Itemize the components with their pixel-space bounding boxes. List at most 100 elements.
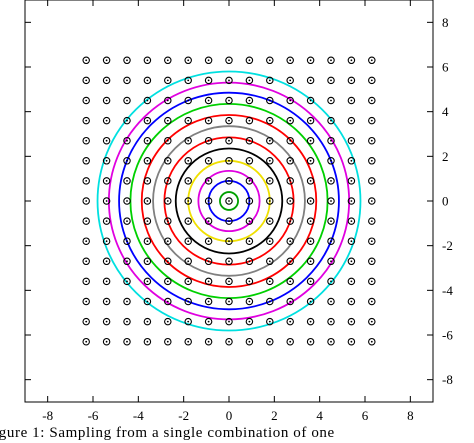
sample-point — [266, 337, 274, 346]
x-tick-labels: -8 -6 -4 -2 0 2 4 6 8 — [42, 408, 413, 423]
sample-point — [327, 76, 335, 85]
sample-point — [306, 197, 315, 205]
sample-point — [347, 197, 356, 205]
sample-point — [204, 257, 213, 266]
sample-point — [82, 297, 90, 306]
y-tick-label: -6 — [442, 328, 453, 343]
sample-point — [204, 317, 213, 326]
sample-point — [164, 96, 172, 105]
sample-point — [327, 237, 335, 245]
sample-point — [225, 136, 233, 145]
sample-point — [347, 56, 356, 65]
sample-point — [184, 116, 192, 125]
sample-point — [306, 297, 315, 306]
sample-point — [143, 197, 152, 205]
sample-point — [164, 197, 172, 205]
sample-point — [164, 116, 172, 125]
circle-curve-11 — [96, 70, 362, 332]
sample-point — [204, 337, 213, 346]
sample-point — [327, 217, 335, 225]
sample-point — [306, 317, 315, 326]
sample-point — [102, 136, 111, 145]
sample-point — [225, 257, 233, 266]
sample-point — [123, 217, 131, 225]
sample-point — [266, 197, 274, 205]
y-tick-label: 0 — [442, 194, 449, 209]
x-tick-label: 6 — [362, 408, 369, 423]
sample-point — [164, 56, 172, 65]
sample-point — [368, 197, 376, 205]
sample-point — [245, 157, 254, 165]
sample-point — [347, 337, 356, 346]
sample-point — [368, 317, 376, 326]
sample-point — [123, 56, 131, 65]
sample-point — [245, 96, 254, 105]
sample-point — [82, 237, 90, 245]
sample-point — [123, 116, 131, 125]
sample-point — [368, 257, 376, 266]
sample-point — [225, 277, 233, 286]
sample-point — [123, 317, 131, 326]
sample-point — [286, 277, 294, 286]
sample-point — [306, 157, 315, 165]
sample-point — [82, 317, 90, 326]
sample-point — [286, 76, 294, 85]
circle-curve-0 — [219, 191, 239, 211]
sample-point — [368, 56, 376, 65]
sample-point — [368, 237, 376, 245]
sample-point — [286, 217, 294, 225]
y-tick-label: -8 — [442, 372, 453, 387]
caption-text: igure 1: Sampling from a single combinat… — [0, 425, 335, 441]
sample-point — [286, 177, 294, 185]
sample-point — [143, 76, 152, 85]
sample-point — [286, 237, 294, 245]
sample-point — [204, 237, 213, 245]
x-tick-label: 2 — [271, 408, 278, 423]
sample-point — [204, 177, 213, 185]
sample-point — [82, 56, 90, 65]
sample-point — [184, 177, 192, 185]
sample-point — [327, 197, 335, 205]
sample-point — [306, 277, 315, 286]
sample-point — [286, 136, 294, 145]
y-tick-label: 4 — [442, 104, 449, 119]
sample-point — [306, 237, 315, 245]
sample-point — [327, 116, 335, 125]
sample-point — [123, 177, 131, 185]
sample-point — [123, 96, 131, 105]
sample-point — [123, 277, 131, 286]
sample-point — [123, 197, 131, 205]
sample-point — [327, 56, 335, 65]
sample-point — [266, 277, 274, 286]
sample-point — [102, 197, 111, 205]
sample-point — [327, 257, 335, 266]
sample-point — [143, 237, 152, 245]
x-tick-label: 4 — [316, 408, 323, 423]
sample-point — [204, 116, 213, 125]
sample-point — [143, 317, 152, 326]
sample-point — [225, 317, 233, 326]
sample-point — [327, 297, 335, 306]
sample-point — [123, 297, 131, 306]
sample-point — [245, 136, 254, 145]
sample-point — [245, 116, 254, 125]
sample-point — [204, 297, 213, 306]
y-tick-label: 8 — [442, 15, 449, 30]
sample-point — [347, 297, 356, 306]
sample-point — [82, 136, 90, 145]
sample-point — [82, 257, 90, 266]
sample-point — [225, 337, 233, 346]
sample-point — [327, 157, 335, 165]
sample-point — [204, 136, 213, 145]
sample-point — [102, 217, 111, 225]
sample-point — [347, 217, 356, 225]
sample-point — [143, 257, 152, 266]
sample-point — [266, 257, 274, 266]
circle-curve-9 — [118, 91, 340, 311]
circle-curve-7 — [140, 114, 318, 288]
sample-point — [286, 157, 294, 165]
x-tick-label: -4 — [133, 408, 144, 423]
sample-points — [82, 56, 376, 346]
sample-point — [102, 116, 111, 125]
sample-point — [204, 197, 213, 205]
